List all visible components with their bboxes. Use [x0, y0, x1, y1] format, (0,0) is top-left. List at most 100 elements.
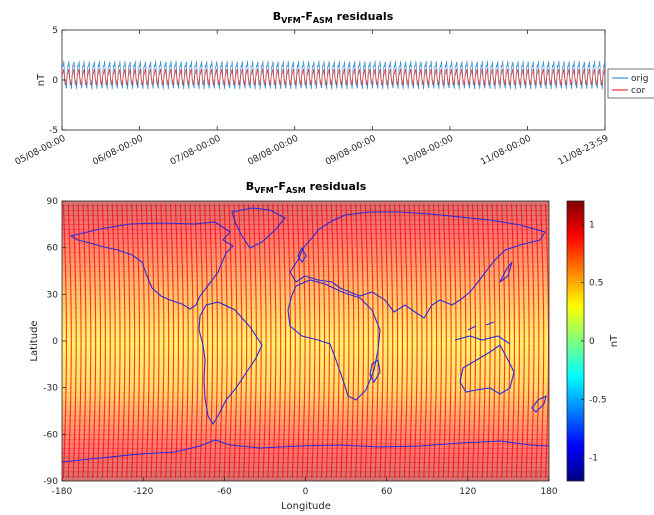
heatmap-band	[62, 299, 549, 305]
orbit-track	[218, 204, 223, 478]
orbit-track	[369, 204, 374, 478]
orbit-track	[194, 204, 199, 478]
heatmap-band	[62, 205, 549, 211]
orbit-track	[442, 204, 447, 478]
orbit-track	[150, 204, 155, 478]
map-x-axis-label: Longitude	[281, 501, 331, 512]
heatmap-band	[62, 369, 549, 375]
heatmap-band	[62, 219, 549, 225]
heatmap-band	[62, 434, 549, 440]
orbit-track	[282, 204, 287, 478]
heatmap-orbit-tracks	[62, 204, 549, 478]
top-x-tick-label: 07/08-00:00	[169, 134, 223, 168]
orbit-track	[262, 204, 267, 478]
map-x-tick-label: 180	[540, 487, 557, 497]
orbit-track	[223, 204, 228, 478]
heatmap-band	[62, 261, 549, 267]
orbit-track	[394, 204, 399, 478]
heatmap-band	[62, 275, 549, 281]
orbit-track	[184, 204, 189, 478]
orbit-track	[345, 204, 350, 478]
coastline-indonesia	[454, 321, 511, 345]
orbit-track	[491, 204, 496, 478]
coastline-north-america	[69, 221, 234, 310]
heatmap-band	[62, 294, 549, 300]
top-legend: orig cor	[607, 68, 654, 99]
colorbar: 1 0.5 0 -0.5 -1 nT	[566, 200, 620, 482]
orbit-track	[384, 204, 389, 478]
orbit-track	[374, 204, 379, 478]
map-y-tick-label: -90	[43, 477, 58, 487]
coastline-uk	[297, 246, 307, 263]
heatmap-band	[62, 415, 549, 421]
orbit-track	[243, 204, 248, 478]
heatmap-band	[62, 383, 549, 389]
orbit-track	[272, 204, 277, 478]
heatmap-band	[62, 378, 549, 384]
heatmap-band	[62, 420, 549, 426]
orbit-track	[428, 204, 433, 478]
orbit-track	[476, 204, 481, 478]
orbit-track	[296, 204, 301, 478]
colorbar-tick-label: 1	[589, 220, 595, 230]
top-x-tick-label: 10/08-00:00	[402, 134, 456, 168]
orbit-track	[520, 204, 525, 478]
orbit-track	[179, 204, 184, 478]
orbit-track	[145, 204, 150, 478]
heatmap-band	[62, 238, 549, 244]
orbit-track	[101, 204, 106, 478]
coastline-japan	[499, 261, 513, 283]
map-x-tick-label: -60	[217, 487, 232, 497]
top-x-tick-label: 09/08-00:00	[324, 134, 378, 168]
orbit-track	[311, 204, 316, 478]
heatmap-band	[62, 303, 549, 309]
heatmap-band	[62, 266, 549, 272]
orbit-track	[359, 204, 365, 478]
heatmap-band	[62, 257, 549, 263]
coastline-antarctica	[62, 439, 549, 463]
legend-box	[607, 68, 654, 99]
map-y-ticks: 90 60 30 0 -30 -60 -90	[43, 197, 66, 487]
heatmap-band	[62, 471, 549, 477]
orbit-track	[174, 204, 180, 478]
map-x-tick-label: -120	[133, 487, 154, 497]
orbit-track	[340, 204, 345, 478]
heatmap-band	[62, 280, 549, 286]
map-y-axis-label: Latitude	[29, 320, 40, 361]
orbit-track	[204, 204, 209, 478]
coastline-australia	[459, 344, 515, 395]
heatmap-band	[62, 429, 549, 435]
legend-label-orig: orig	[631, 74, 648, 84]
orbit-track	[135, 204, 141, 478]
map-y-tick-label: 0	[52, 337, 58, 347]
colorbar-tick-label: -0.5	[589, 395, 607, 405]
orbit-track	[413, 204, 418, 478]
map-x-ticks: -180 -120 -60 0 60 120 180	[52, 477, 558, 497]
orbit-track	[437, 204, 442, 478]
orbit-track	[228, 204, 233, 478]
orbit-track	[121, 204, 126, 478]
orbit-track	[97, 204, 102, 478]
top-y-axis-label: nT	[36, 73, 47, 86]
orbit-track	[233, 204, 238, 478]
map-chart-title: BVFM-FASM residuals	[246, 180, 367, 195]
top-x-tick-label: 06/08-00:00	[91, 134, 145, 168]
orbit-track	[252, 204, 257, 478]
orbit-track	[545, 204, 549, 478]
orbit-track	[189, 204, 194, 478]
orbit-track	[77, 204, 82, 478]
orbit-track	[111, 204, 116, 478]
map-chart: BVFM-FASM residuals -180 -120 -60 0 60 120	[29, 180, 620, 512]
coastline-overlay	[62, 207, 549, 463]
orbit-track	[535, 204, 540, 478]
heatmap-band	[62, 392, 549, 398]
orbit-track	[291, 204, 296, 478]
coastline-new-zealand	[531, 394, 547, 413]
heatmap-band	[62, 467, 549, 473]
map-y-tick-label: -60	[43, 430, 58, 440]
orbit-track	[82, 204, 87, 478]
legend-label-cor: cor	[631, 86, 645, 96]
orbit-track	[165, 204, 170, 478]
orbit-track	[389, 204, 394, 478]
